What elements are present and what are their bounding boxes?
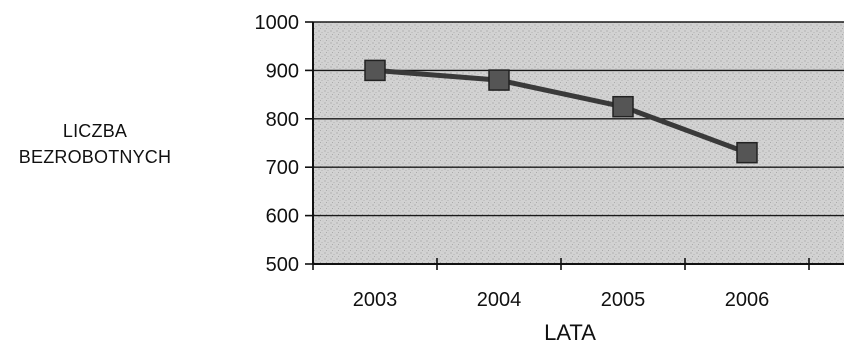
data-point-2004 <box>488 69 510 91</box>
y-tick-label-600: 600 <box>266 206 299 228</box>
series-line-0 <box>374 67 748 156</box>
y-axis-label-line-2: BEZROBOTNYCH <box>18 147 172 167</box>
y-tick-label-800: 800 <box>266 109 299 131</box>
data-point-2005 <box>612 95 634 118</box>
series-markers <box>364 59 758 164</box>
gridlines <box>305 21 844 265</box>
x-tick-labels: 2003 2004 2005 2006 <box>353 289 770 311</box>
data-point-2003 <box>364 59 386 82</box>
y-tick-label-900: 900 <box>266 60 299 82</box>
y-tick-label-500: 500 <box>266 254 299 276</box>
y-axis-label: LICZBA BEZROBOTNYCH <box>0 118 190 170</box>
x-tick-label-2006: 2006 <box>725 289 770 311</box>
x-tick-label-2004: 2004 <box>477 289 522 311</box>
x-tick-label-2003: 2003 <box>353 289 398 311</box>
y-axis-label-line-1: LICZBA <box>62 121 128 141</box>
x-axis-label: LATA <box>544 320 596 345</box>
y-tick-label-1000: 1000 <box>255 12 300 34</box>
axes <box>312 22 844 270</box>
y-tick-labels: 500 600 700 800 900 1000 <box>255 12 300 276</box>
x-tick-label-2005: 2005 <box>601 289 646 311</box>
series-line <box>374 67 748 156</box>
data-point-2006 <box>736 141 758 164</box>
plot-area <box>313 22 844 264</box>
y-tick-label-700: 700 <box>266 157 299 179</box>
